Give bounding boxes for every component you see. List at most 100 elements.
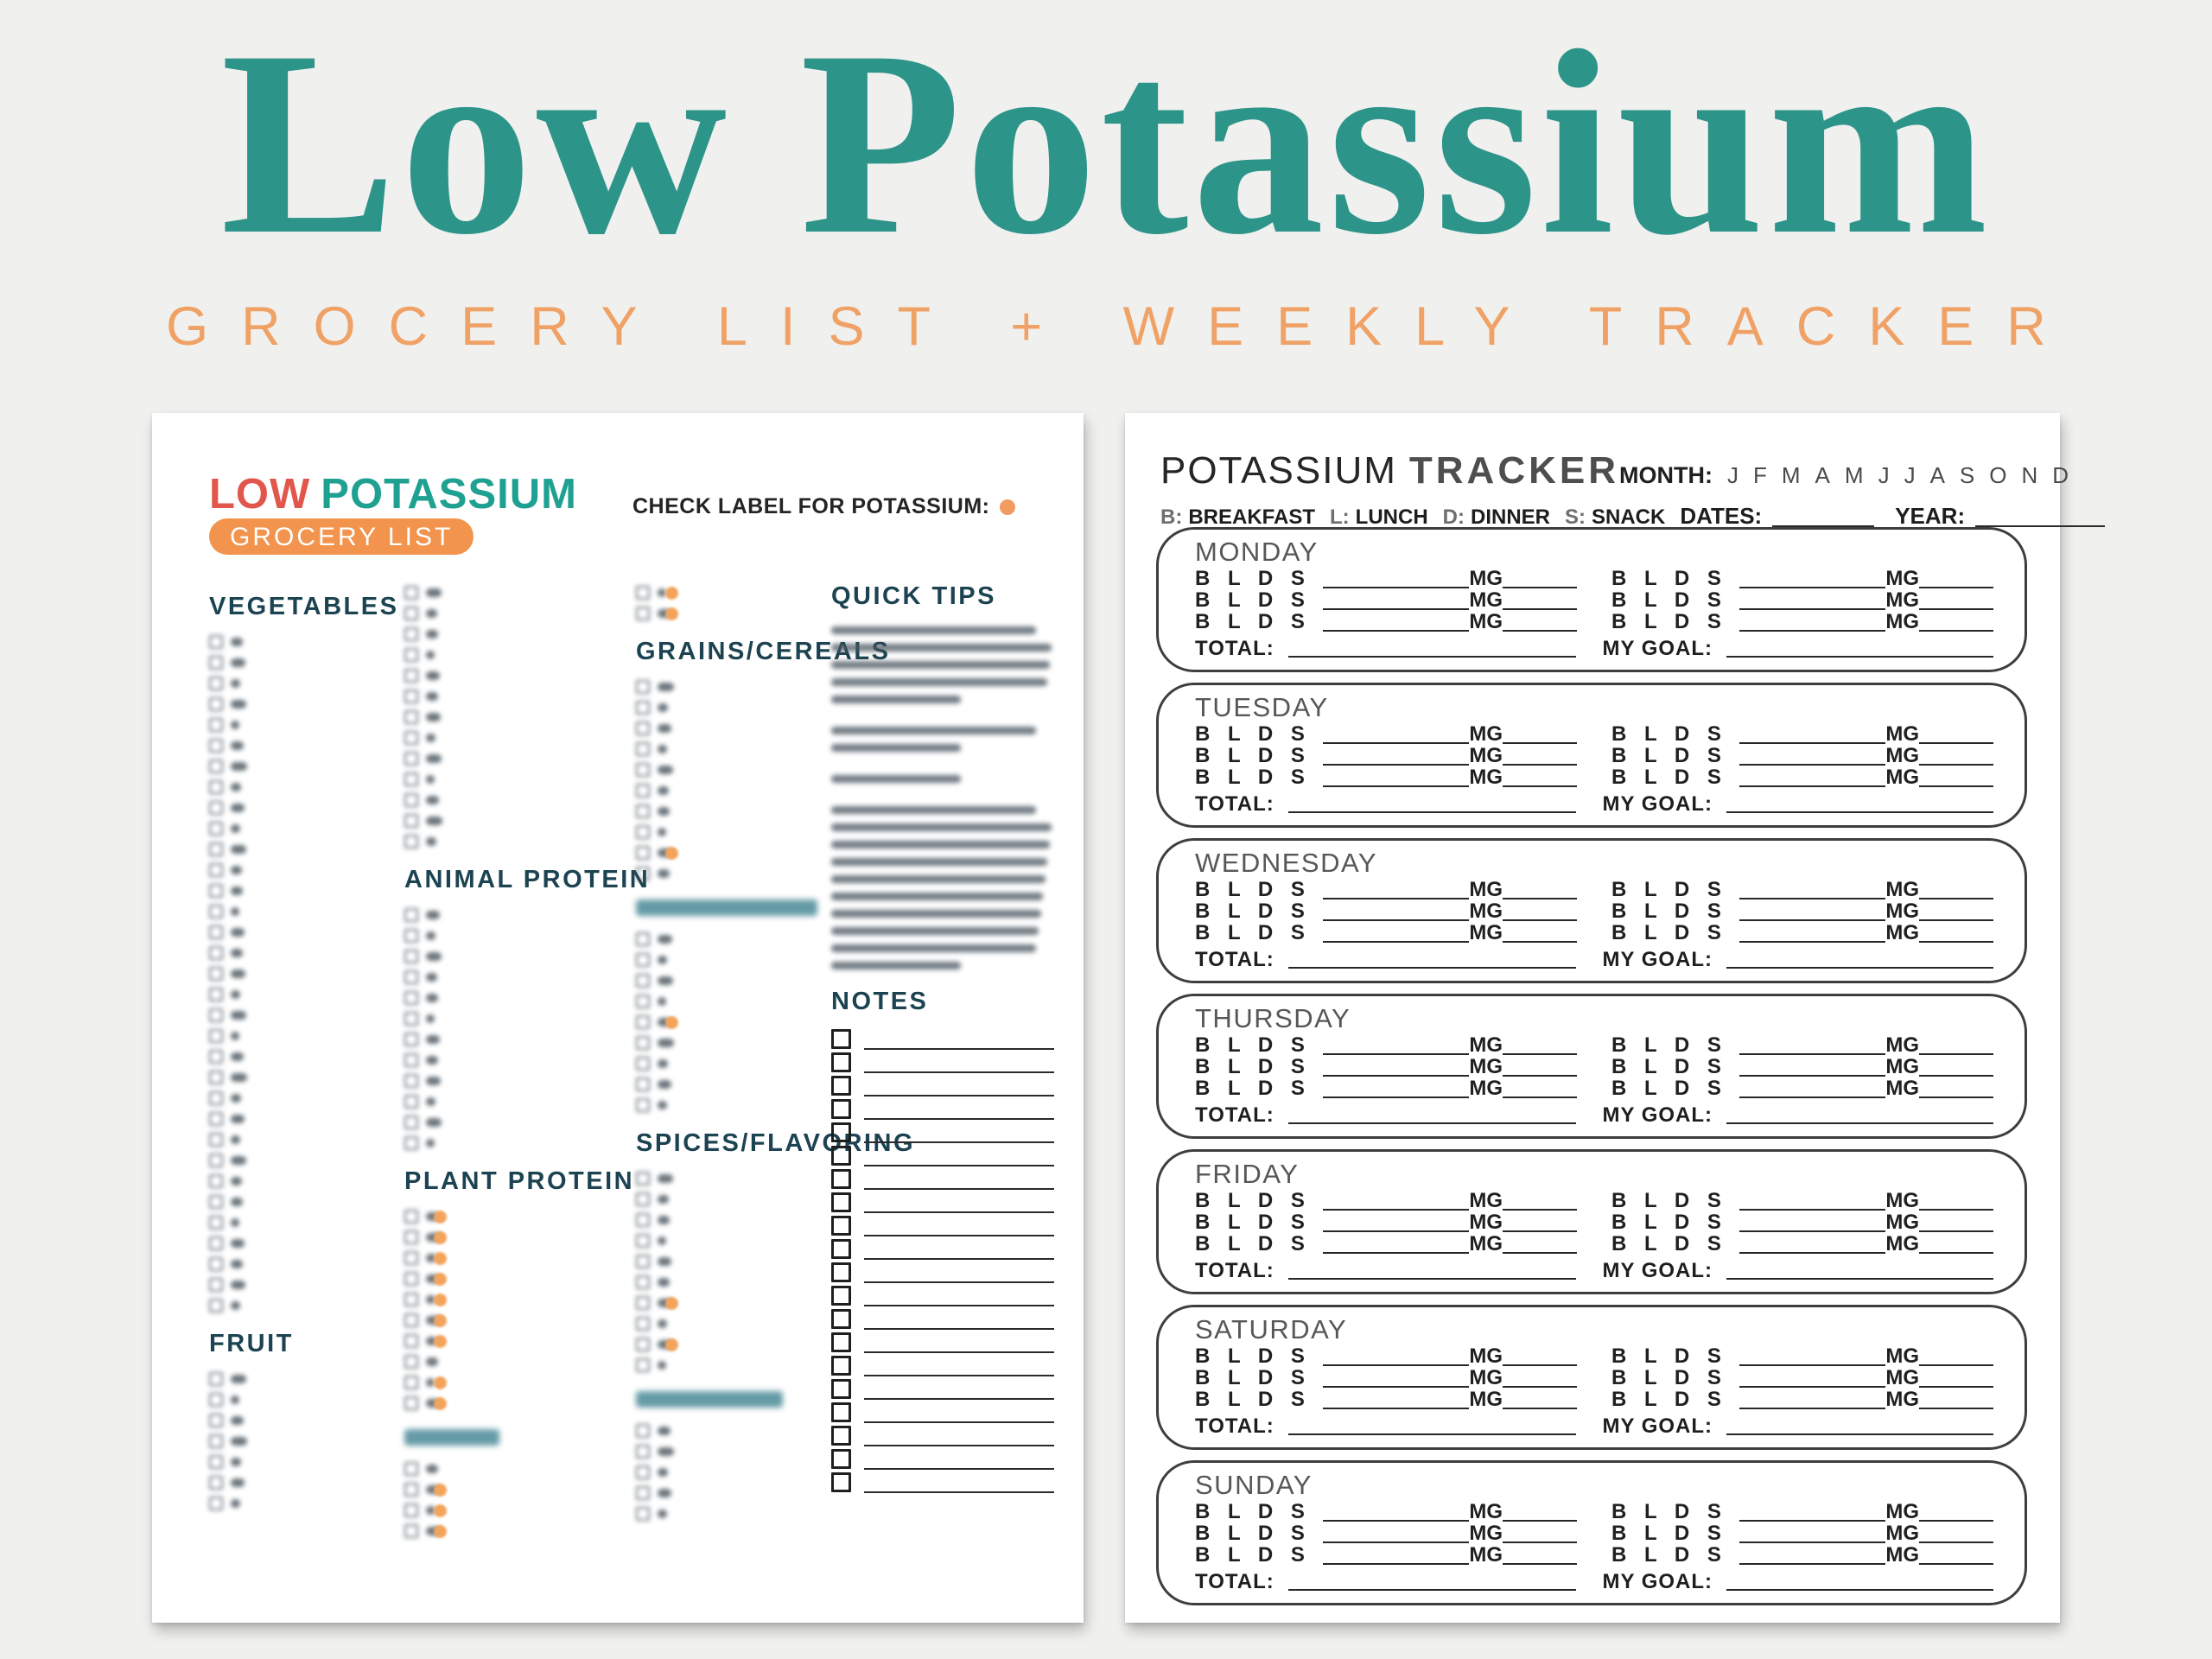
blurred-text-bar (658, 1319, 668, 1328)
blurred-item-content (636, 1234, 666, 1248)
my-goal-label: MY GOAL: (1602, 948, 1713, 971)
meal-label: B L D S (1611, 1054, 1727, 1078)
blurred-item (209, 1431, 387, 1452)
meal-slot: B L D S MG (1611, 879, 1993, 900)
blurred-item (404, 1071, 622, 1091)
mg-label: MG (1469, 1344, 1503, 1368)
blurred-text-bar (231, 1177, 243, 1185)
mg-label: MG (1469, 1388, 1503, 1412)
checkbox-icon (209, 1476, 223, 1490)
blurred-text-bar (231, 1135, 241, 1144)
checkbox-icon (209, 1091, 223, 1105)
blurred-text-bar (831, 726, 1037, 734)
checkbox-icon (636, 932, 650, 946)
blurred-text-bar (231, 658, 245, 667)
blurred-text-bar (831, 892, 1044, 900)
blurred-item-content (636, 867, 670, 880)
note-checkbox (831, 1192, 851, 1212)
meal-slot: B L D S MG (1195, 1211, 1577, 1233)
blurred-item (636, 1313, 821, 1334)
meal-slot: B L D S MG (1195, 1056, 1577, 1077)
meal-rows: B L D S MG B L D S MG B L D S MG B L D S MG B L … (1195, 879, 1993, 944)
mg-blank-field (1919, 586, 1993, 588)
blurred-item (404, 1029, 622, 1050)
blurred-text-bar (831, 961, 961, 969)
blurred-item (636, 1293, 821, 1313)
blurred-text-bar (231, 1218, 239, 1227)
blurred-text-bar (231, 1032, 240, 1040)
checkbox-icon (209, 1455, 223, 1469)
blurred-text-bar (658, 1101, 668, 1109)
mg-label: MG (1469, 743, 1503, 767)
blurred-item (209, 1452, 387, 1472)
meal-entry-blank-field (1322, 741, 1470, 744)
blurred-item (209, 1369, 387, 1389)
meal-label: B L D S (1611, 588, 1727, 612)
blurred-text-bar (658, 745, 668, 753)
blurred-text-bar (831, 660, 1050, 669)
total-row: TOTAL: MY GOAL: (1195, 633, 1993, 659)
checkbox-icon (636, 1317, 650, 1331)
meal-slot: B L D S MG (1195, 1389, 1577, 1410)
blurred-text-bar (658, 1489, 671, 1497)
blurred-item-content (209, 988, 241, 1001)
mg-blank-field (1919, 1541, 1993, 1543)
note-blank-field (864, 1235, 1054, 1236)
checkbox-icon (636, 1234, 650, 1248)
mg-blank-field (1503, 1363, 1577, 1366)
meal-entry-blank-field (1738, 918, 1886, 921)
meal-slot: B L D S MG (1611, 612, 1993, 632)
blurred-item (404, 1206, 622, 1227)
meal-slot: B L D S MG (1195, 1190, 1577, 1211)
meal-label: B L D S (1611, 899, 1727, 923)
meal-label: B L D S (1611, 1188, 1727, 1212)
year-label: YEAR: (1895, 503, 1966, 529)
blurred-text-bar (426, 1014, 435, 1023)
note-line (831, 1073, 1054, 1096)
grocery-column: GRAINS/CEREALS SPICES/FLAVORING (636, 582, 913, 1524)
meal-slot: B L D S MG (1611, 767, 1993, 788)
tip-line (831, 922, 1054, 939)
blurred-item-content (404, 1074, 441, 1088)
checkbox-icon (636, 825, 650, 839)
meal-entry-blank-field (1738, 1230, 1886, 1232)
meal-label: B L D S (1611, 721, 1727, 746)
mg-blank-field (1503, 941, 1577, 944)
note-checkbox (831, 1076, 851, 1096)
blurred-item (636, 1421, 821, 1441)
blurred-text-bar (658, 1299, 672, 1307)
checkbox-icon (636, 1057, 650, 1071)
blurred-item (636, 1074, 821, 1095)
blurred-item-content (209, 1008, 247, 1022)
meal-slot: B L D S MG (1195, 589, 1577, 611)
blurred-item-content (404, 669, 441, 683)
blurred-item-content (636, 763, 673, 777)
month-letter: F (1752, 462, 1767, 488)
blurred-item-content (636, 1296, 672, 1310)
blurred-item-content (404, 690, 438, 703)
blurred-item (209, 1493, 387, 1514)
mg-blank-field (1919, 1408, 1993, 1410)
checkbox-icon (209, 1393, 223, 1407)
meal-slot: B L D S MG (1611, 745, 1993, 766)
blurred-item (404, 1479, 622, 1500)
blurred-item-content (209, 635, 243, 649)
meal-label: B L D S (1611, 1365, 1727, 1389)
blurred-text-bar (231, 762, 248, 771)
blurred-item-content (636, 953, 668, 967)
tip-line (831, 939, 1054, 957)
total-row: TOTAL: MY GOAL: (1195, 1100, 1993, 1126)
grocery-title-low: LOW (209, 471, 311, 518)
blurred-text-bar (831, 926, 1039, 935)
meal-slot: B L D S MG (1195, 1344, 1577, 1368)
note-checkbox (831, 1356, 851, 1376)
blurred-item (404, 624, 622, 645)
blurred-item-content (209, 822, 241, 836)
note-blank-field (864, 1328, 1054, 1330)
blurred-item (404, 1372, 622, 1393)
meal-entry-blank-field (1738, 741, 1886, 744)
blurred-item-content (636, 825, 666, 839)
blurred-text-bar (831, 677, 1048, 686)
blurred-item (636, 842, 821, 863)
note-line (831, 1283, 1054, 1306)
